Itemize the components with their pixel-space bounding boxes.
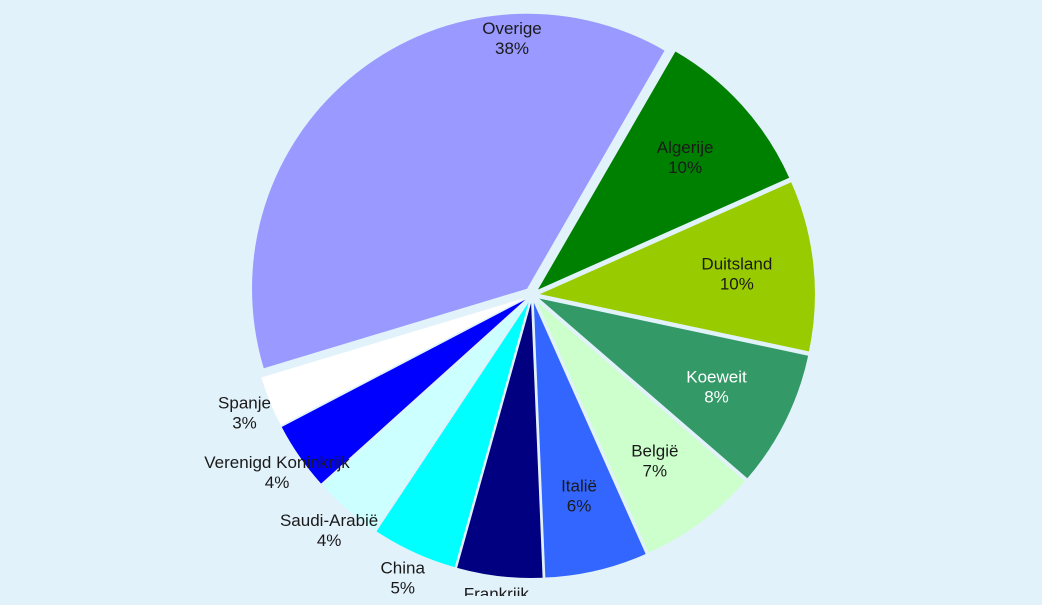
pie-label-percent: 38% xyxy=(495,39,529,58)
pie-slice-duitsland xyxy=(539,182,815,352)
pie-label-percent: 5% xyxy=(390,578,415,596)
pie-slice-italie xyxy=(533,302,646,578)
pie-label-italie: Italië 6% xyxy=(561,477,597,516)
pie-label-category: Spanje xyxy=(218,393,271,412)
pie-label-percent: 3% xyxy=(232,413,257,432)
pie-label-category: Duitsland xyxy=(701,254,772,273)
pie-label-percent: 10% xyxy=(668,158,702,177)
pie-label-china: China 5% xyxy=(381,558,426,596)
pie-label-spanje: Spanje 3% xyxy=(218,393,271,432)
pie-label-category: Verenigd Koninkrijk xyxy=(204,453,350,472)
pie-label-frankrijk: Frankrijk5% xyxy=(464,584,530,596)
pie-label-percent: 8% xyxy=(704,388,729,407)
pie-label-percent: 10% xyxy=(720,274,754,293)
pie-slice-saudi-arabie xyxy=(322,301,527,531)
pie-label-percent: 7% xyxy=(643,461,668,480)
pie-label-category: Italië xyxy=(561,477,597,496)
pie-slice-frankrijk xyxy=(457,302,543,578)
pie-slice-spanje xyxy=(261,298,525,426)
pie-label-category: Frankrijk xyxy=(464,584,530,596)
chart-panel: Algerije 10% Duitsland 10% Koeweit 8% België 7%… xyxy=(10,8,1032,596)
pie-label-algerije: Algerije 10% xyxy=(657,138,714,177)
pie-label-saudi-arabie: Saudi-Arabië 4% xyxy=(280,511,378,550)
pie-slice-belgie xyxy=(536,301,745,553)
pie-label-overige: Overige 38% xyxy=(482,19,542,58)
pie-label-category: Algerije xyxy=(657,138,714,157)
pie-label-category: België xyxy=(631,441,678,460)
pie-slice-overige xyxy=(252,13,665,369)
pie-chart: Algerije 10%Duitsland 10%Koeweit 8%België 7%… xyxy=(204,13,815,596)
pie-label-percent: 4% xyxy=(265,473,290,492)
pie-slice-verenigd-koninkrijk xyxy=(281,299,526,484)
pie-label-verenigd-koninkrijk: Verenigd Koninkrijk 4% xyxy=(204,453,350,492)
pie-slice-china xyxy=(376,302,529,568)
pie-label-percent: 4% xyxy=(317,531,342,550)
pie-label-category: Koeweit xyxy=(686,368,747,387)
pie-slices xyxy=(252,13,815,578)
pie-label-percent: 6% xyxy=(567,497,592,516)
pie-slice-algerije xyxy=(537,51,790,290)
pie-label-category: Overige xyxy=(482,19,542,38)
pie-label-category: Saudi-Arabië xyxy=(280,511,378,530)
pie-label-category: China xyxy=(381,558,426,577)
pie-labels: Algerije 10%Duitsland 10%Koeweit 8%België 7%… xyxy=(204,19,772,596)
pie-label-duitsland: Duitsland 10% xyxy=(701,254,772,293)
pie-label-belgie: België 7% xyxy=(631,441,678,480)
pie-slice-koeweit xyxy=(539,298,809,479)
pie-label-koeweit: Koeweit 8% xyxy=(686,368,747,407)
